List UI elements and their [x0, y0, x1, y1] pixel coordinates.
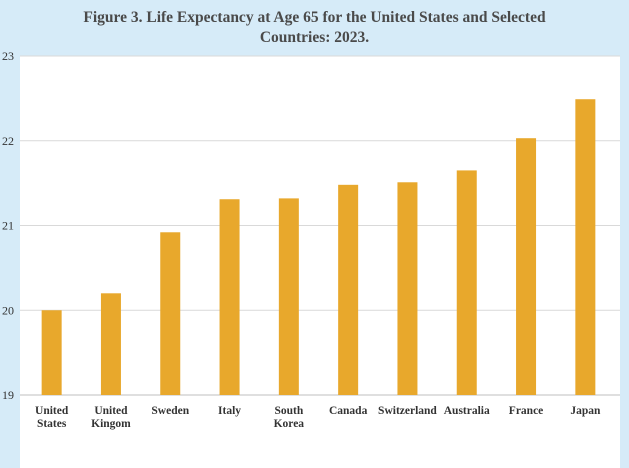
chart-title-line-1: Figure 3. Life Expectancy at Age 65 for …: [83, 9, 546, 26]
bar: [456, 170, 477, 395]
y-tick-label: 23: [2, 49, 14, 63]
bar: [575, 99, 596, 395]
x-tick-label: Switzerland: [378, 405, 437, 417]
x-tick-label: United: [35, 405, 69, 417]
x-tick-label: States: [37, 418, 67, 430]
bar: [100, 293, 121, 395]
x-tick-label: Japan: [570, 405, 601, 417]
x-tick-label: Sweden: [151, 405, 189, 417]
bar: [516, 138, 537, 395]
bar: [219, 199, 240, 395]
x-tick-label: France: [509, 405, 543, 417]
x-tick-label: Kingom: [91, 418, 131, 430]
bar: [160, 232, 181, 395]
y-tick-label: 20: [2, 303, 14, 317]
x-tick-label: United: [94, 405, 128, 417]
y-tick-label: 19: [2, 388, 14, 402]
y-tick-label: 21: [2, 219, 14, 233]
chart-title-line-2: Countries: 2023.: [259, 29, 370, 46]
x-tick-label: Canada: [329, 405, 368, 417]
x-tick-label: South: [274, 405, 303, 417]
y-tick-label: 22: [2, 134, 14, 148]
x-tick-label: Italy: [218, 405, 241, 417]
bar: [278, 198, 299, 395]
bar: [41, 310, 62, 395]
x-tick-label: Australia: [444, 405, 490, 417]
bar: [338, 184, 359, 395]
bar: [397, 182, 418, 395]
x-tick-label: Korea: [274, 418, 305, 430]
chart-title: Figure 3. Life Expectancy at Age 65 for …: [20, 8, 609, 48]
